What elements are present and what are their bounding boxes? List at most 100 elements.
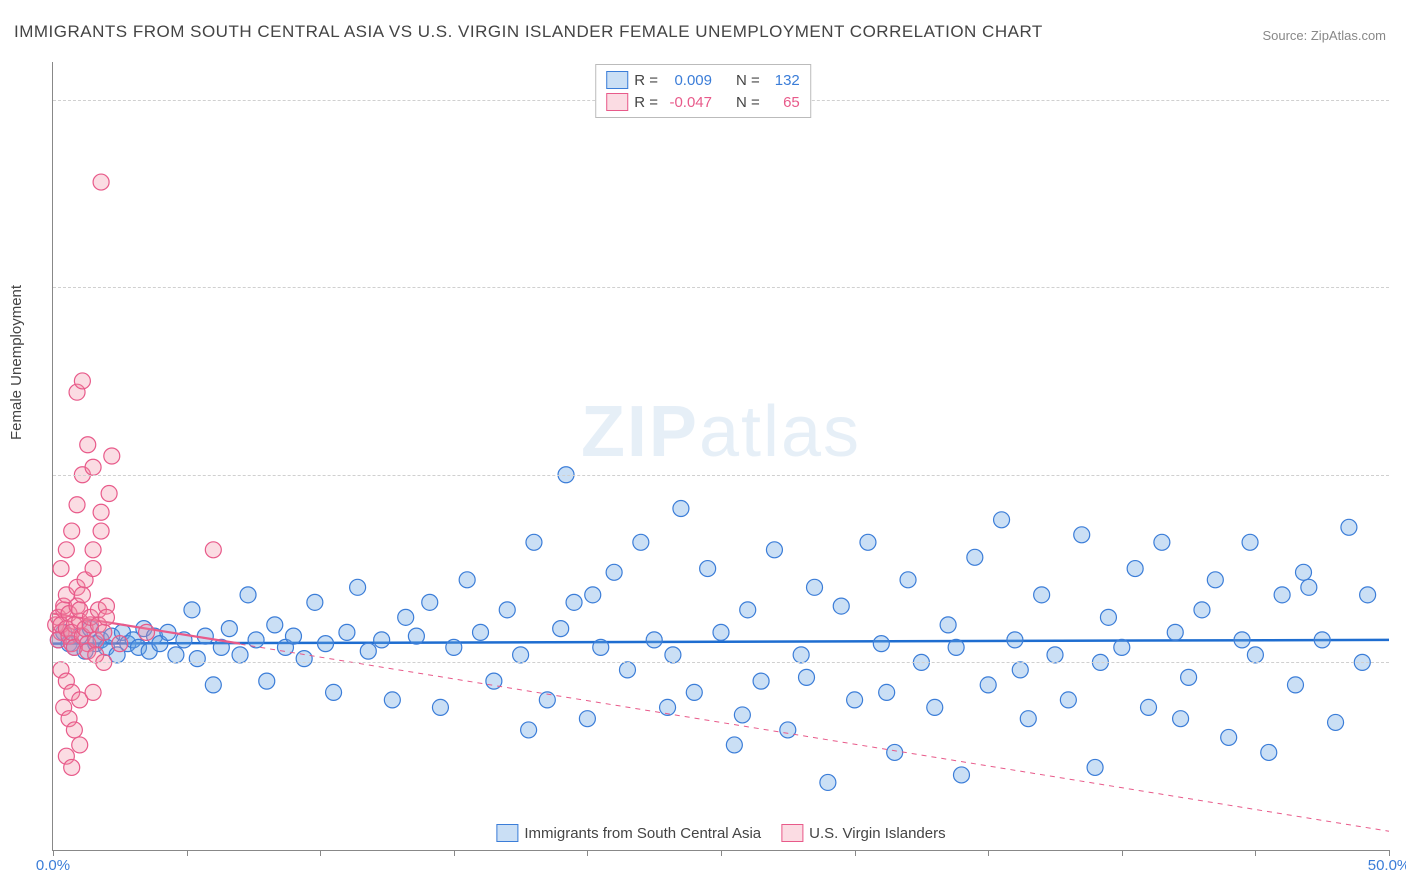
scatter-point xyxy=(85,542,101,558)
scatter-point xyxy=(726,737,742,753)
x-tick-label: 0.0% xyxy=(36,857,70,874)
scatter-point xyxy=(766,542,782,558)
scatter-point xyxy=(633,534,649,550)
scatter-point xyxy=(80,437,96,453)
legend-item: U.S. Virgin Islanders xyxy=(781,824,945,842)
scatter-point xyxy=(168,647,184,663)
scatter-point xyxy=(205,677,221,693)
scatter-point xyxy=(85,561,101,577)
chart-container: IMMIGRANTS FROM SOUTH CENTRAL ASIA VS U.… xyxy=(0,0,1406,892)
scatter-point xyxy=(1234,632,1250,648)
y-axis-label: Female Unemployment xyxy=(8,285,25,440)
y-tick-label: 5.0% xyxy=(1399,654,1406,671)
scatter-point xyxy=(350,579,366,595)
scatter-point xyxy=(1100,609,1116,625)
scatter-point xyxy=(96,624,112,640)
n-label: N = xyxy=(736,72,760,89)
r-label: R = xyxy=(634,72,658,89)
scatter-point xyxy=(98,609,114,625)
scatter-point xyxy=(1020,711,1036,727)
plot-area: ZIPatlas Immigrants from South Central A… xyxy=(52,62,1389,851)
scatter-point xyxy=(948,639,964,655)
scatter-point xyxy=(1314,632,1330,648)
scatter-point xyxy=(1007,632,1023,648)
scatter-point xyxy=(1127,561,1143,577)
scatter-point xyxy=(606,564,622,580)
scatter-point xyxy=(1287,677,1303,693)
scatter-point xyxy=(879,684,895,700)
scatter-point xyxy=(64,759,80,775)
scatter-point xyxy=(459,572,475,588)
scatter-point xyxy=(1154,534,1170,550)
scatter-point xyxy=(521,722,537,738)
scatter-point xyxy=(296,651,312,667)
scatter-point xyxy=(660,699,676,715)
scatter-point xyxy=(734,707,750,723)
scatter-point xyxy=(1301,579,1317,595)
scatter-point xyxy=(860,534,876,550)
x-tick-mark xyxy=(587,850,588,856)
scatter-point xyxy=(1034,587,1050,603)
scatter-point xyxy=(408,628,424,644)
scatter-point xyxy=(566,594,582,610)
scatter-point xyxy=(1060,692,1076,708)
scatter-point xyxy=(847,692,863,708)
scatter-point xyxy=(1012,662,1028,678)
x-tick-mark xyxy=(320,850,321,856)
scatter-point xyxy=(820,774,836,790)
scatter-point xyxy=(74,373,90,389)
scatter-point xyxy=(780,722,796,738)
scatter-point xyxy=(807,579,823,595)
x-tick-mark xyxy=(855,850,856,856)
scatter-point xyxy=(1181,669,1197,685)
scatter-point xyxy=(221,621,237,637)
scatter-point xyxy=(205,542,221,558)
scatter-point xyxy=(85,684,101,700)
y-tick-label: 20.0% xyxy=(1399,91,1406,108)
scatter-point xyxy=(900,572,916,588)
scatter-point xyxy=(104,448,120,464)
scatter-point xyxy=(753,673,769,689)
scatter-point xyxy=(1221,729,1237,745)
x-tick-mark xyxy=(53,850,54,856)
scatter-point xyxy=(1167,624,1183,640)
legend-swatch xyxy=(496,824,518,842)
scatter-point xyxy=(189,651,205,667)
scatter-point xyxy=(360,643,376,659)
scatter-point xyxy=(473,624,489,640)
x-tick-mark xyxy=(187,850,188,856)
source-label: Source: ZipAtlas.com xyxy=(1262,28,1386,43)
scatter-point xyxy=(953,767,969,783)
x-tick-mark xyxy=(988,850,989,856)
scatter-point xyxy=(93,523,109,539)
scatter-point xyxy=(93,504,109,520)
scatter-point xyxy=(1341,519,1357,535)
x-tick-mark xyxy=(721,850,722,856)
scatter-point xyxy=(112,636,128,652)
scatter-point xyxy=(593,639,609,655)
legend-swatch xyxy=(606,93,628,111)
scatter-point xyxy=(1114,639,1130,655)
x-tick-mark xyxy=(454,850,455,856)
scatter-point xyxy=(85,459,101,475)
legend-swatch xyxy=(781,824,803,842)
correlation-legend: R = 0.009 N = 132 R = -0.047 N = 65 xyxy=(595,64,811,118)
r-label: R = xyxy=(634,94,658,111)
scatter-point xyxy=(665,647,681,663)
scatter-point xyxy=(1261,744,1277,760)
scatter-point xyxy=(398,609,414,625)
legend-item: Immigrants from South Central Asia xyxy=(496,824,761,842)
legend-swatch xyxy=(606,71,628,89)
n-value: 65 xyxy=(766,94,800,111)
x-tick-label: 50.0% xyxy=(1368,857,1406,874)
scatter-point xyxy=(740,602,756,618)
trend-line-extension xyxy=(53,614,1389,832)
scatter-point xyxy=(619,662,635,678)
scatter-point xyxy=(446,639,462,655)
scatter-point xyxy=(64,523,80,539)
y-tick-label: 15.0% xyxy=(1399,279,1406,296)
scatter-point xyxy=(1247,647,1263,663)
scatter-point xyxy=(713,624,729,640)
scatter-point xyxy=(967,549,983,565)
scatter-point xyxy=(318,636,334,652)
